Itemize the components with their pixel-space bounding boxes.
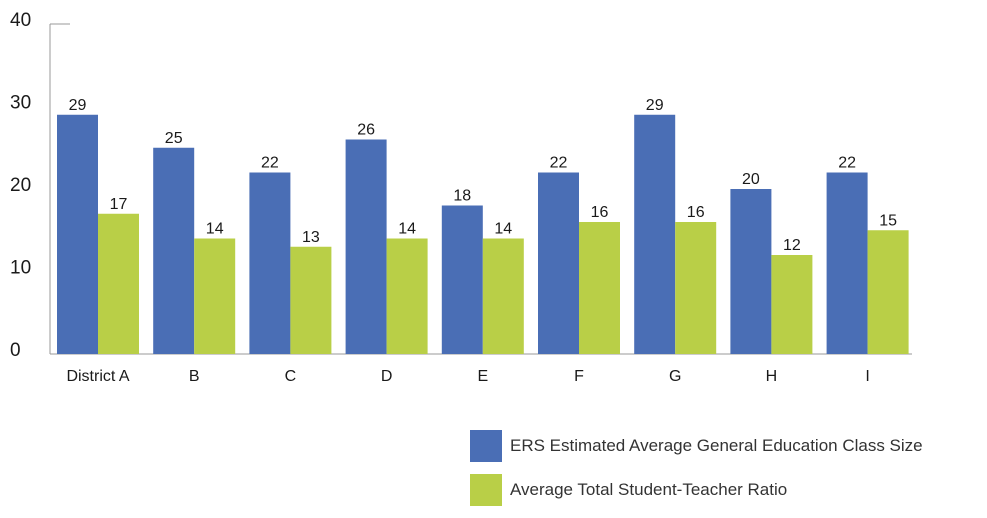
bar-value-label: 17 bbox=[110, 196, 128, 213]
bar-student-teacher-ratio bbox=[675, 222, 717, 354]
bar-student-teacher-ratio bbox=[290, 246, 332, 354]
bar-value-label: 25 bbox=[165, 130, 183, 147]
category-label: I bbox=[865, 368, 869, 385]
category-label: E bbox=[477, 368, 488, 385]
bar-value-label: 14 bbox=[398, 221, 416, 238]
bar-student-teacher-ratio bbox=[867, 230, 909, 354]
bar-value-label: 18 bbox=[453, 188, 471, 205]
category-label: B bbox=[189, 368, 200, 385]
bar-value-label: 26 bbox=[357, 122, 375, 139]
y-tick-label: 20 bbox=[10, 175, 31, 196]
bar-student-teacher-ratio bbox=[194, 238, 236, 354]
bar-student-teacher-ratio bbox=[771, 255, 813, 354]
category-label: C bbox=[285, 368, 297, 385]
category-label: District A bbox=[66, 368, 129, 385]
bar-class-size bbox=[538, 172, 579, 354]
bar-value-label: 22 bbox=[838, 155, 856, 172]
category-label: D bbox=[381, 368, 393, 385]
bar-value-label: 16 bbox=[591, 204, 609, 221]
legend-swatch-class-size bbox=[470, 430, 502, 462]
data-labels: 29 17 25 14 22 13 26 14 18 14 22 16 29 16 20 12 22 15 bbox=[69, 97, 897, 254]
bar-class-size bbox=[249, 172, 291, 354]
bar-value-label: 12 bbox=[783, 237, 801, 254]
bar-value-label: 14 bbox=[494, 221, 512, 238]
legend-swatch-student-teacher-ratio bbox=[470, 474, 502, 506]
bar-class-size bbox=[57, 114, 98, 354]
y-tick-label: 40 bbox=[10, 10, 31, 31]
y-tick-label: 10 bbox=[10, 258, 31, 279]
bar-value-label: 22 bbox=[261, 155, 279, 172]
legend-item-student-teacher-ratio: Average Total Student-Teacher Ratio bbox=[470, 474, 923, 506]
bar-value-label: 14 bbox=[206, 221, 224, 238]
bar-value-label: 20 bbox=[742, 171, 760, 188]
bar-class-size bbox=[826, 172, 868, 354]
bar-value-label: 22 bbox=[550, 155, 568, 172]
bar-value-label: 13 bbox=[302, 229, 320, 246]
y-axis-ticks: 0 10 20 30 40 bbox=[10, 10, 31, 361]
bar-class-size bbox=[441, 205, 483, 354]
bar-student-teacher-ratio bbox=[386, 238, 428, 354]
bar-value-label: 29 bbox=[69, 97, 87, 114]
bar-class-size bbox=[730, 189, 772, 354]
bar-class-size bbox=[634, 114, 676, 354]
legend-label-class-size: ERS Estimated Average General Education … bbox=[510, 436, 923, 455]
bar-value-label: 16 bbox=[687, 204, 705, 221]
bar-student-teacher-ratio bbox=[579, 222, 620, 354]
bar-class-size bbox=[345, 139, 387, 354]
y-tick-label: 30 bbox=[10, 93, 31, 114]
bar-student-teacher-ratio bbox=[482, 238, 524, 354]
category-label: G bbox=[669, 368, 681, 385]
category-label: H bbox=[766, 368, 778, 385]
bar-chart: 0 10 20 30 40 29 17 25 14 22 13 26 14 18 14 22 16 29 16 20… bbox=[10, 10, 912, 385]
bar-student-teacher-ratio bbox=[98, 213, 139, 354]
legend-label-student-teacher-ratio: Average Total Student-Teacher Ratio bbox=[510, 480, 788, 499]
bar-class-size bbox=[153, 147, 195, 354]
bar-value-label: 15 bbox=[879, 212, 897, 229]
legend-item-class-size: ERS Estimated Average General Education … bbox=[470, 430, 923, 462]
category-labels: District A B C D E F G H I bbox=[66, 368, 869, 385]
bar-value-label: 29 bbox=[646, 97, 664, 114]
chart-legend: ERS Estimated Average General Education … bbox=[470, 430, 923, 518]
chart-bars bbox=[57, 114, 909, 354]
category-label: F bbox=[574, 368, 584, 385]
y-tick-label: 0 bbox=[10, 340, 21, 361]
